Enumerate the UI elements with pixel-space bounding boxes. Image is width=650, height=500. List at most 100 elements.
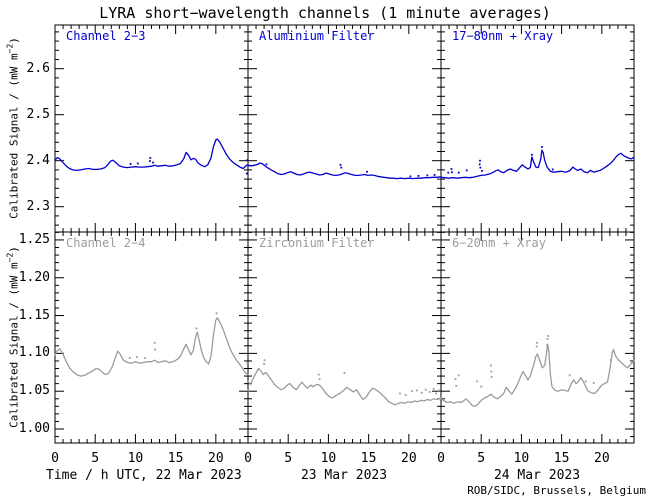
- data-point-dot: [426, 174, 429, 177]
- data-point-dot: [546, 338, 549, 340]
- data-point-dot: [245, 172, 248, 175]
- series-Channel23-24-Mar-2023: [440, 149, 635, 179]
- data-point-dot: [409, 175, 412, 178]
- data-point-dot: [450, 168, 453, 170]
- panel-label-zirconium-filter: Zirconium Filter: [259, 236, 375, 250]
- data-point-dot: [153, 341, 156, 344]
- data-point-dot: [404, 394, 407, 396]
- data-point-dot: [399, 392, 401, 395]
- x-tick-label-5: 5: [91, 451, 100, 466]
- data-point-dot: [465, 169, 468, 172]
- data-point-dot: [481, 169, 483, 172]
- y-axis-label-exponent: −2: [5, 252, 15, 263]
- panel-label-aluminium-filter: Aluminium Filter: [259, 29, 375, 43]
- x-tick-label-10: 10: [513, 451, 530, 466]
- data-point-dot: [490, 375, 493, 378]
- data-point-dot: [246, 381, 249, 384]
- y-tick-label-2.3: 2.3: [26, 198, 50, 214]
- y-axis-label-text: Calibrated Signal / (mW m: [7, 53, 21, 219]
- data-point-dot: [455, 385, 458, 387]
- date-label-23-mar: 23 Mar 2023: [300, 468, 388, 483]
- data-point-dot: [479, 159, 481, 162]
- data-point-dot: [247, 389, 250, 392]
- data-point-dot: [478, 163, 481, 166]
- series-Channel24-22-Mar-2023: [54, 317, 249, 377]
- data-point-dot: [154, 348, 157, 351]
- data-point-dot: [547, 335, 549, 337]
- series-Channel24-23-Mar-2023: [247, 367, 442, 406]
- x-tick-label-20: 20: [208, 451, 224, 466]
- y-axis-label-close: ): [7, 37, 21, 44]
- data-point-dot: [246, 363, 249, 365]
- data-point-dot: [535, 345, 538, 348]
- data-point-dot: [136, 356, 138, 359]
- data-point-dot: [415, 389, 418, 392]
- data-point-dot: [317, 373, 320, 376]
- data-point-dot: [450, 171, 453, 174]
- data-point-dot: [568, 374, 571, 377]
- y-tick-label-1.15: 1.15: [18, 307, 50, 323]
- data-point-dot: [420, 391, 423, 394]
- data-point-dot: [148, 160, 151, 163]
- data-point-dot: [318, 378, 321, 380]
- data-point-dot: [246, 159, 249, 162]
- data-point-dot: [129, 163, 132, 165]
- y-tick-label-1.20: 1.20: [18, 269, 50, 285]
- x-tick-label-15: 15: [553, 451, 570, 466]
- panel-label-channel-2-4: Channel 2−4: [66, 236, 146, 250]
- x-tick-label-15: 15: [360, 451, 377, 466]
- y-axis-label-exponent: −2: [5, 43, 15, 54]
- series-Channel23-22-Mar-2023: [54, 138, 249, 172]
- series-Channel24-24-Mar-2023: [440, 343, 635, 407]
- y-tick-label-1.00: 1.00: [18, 421, 50, 436]
- x-tick-label-15: 15: [167, 451, 184, 466]
- series-Channel23-23-Mar-2023: [247, 162, 442, 180]
- data-point-dot: [424, 388, 427, 391]
- data-point-dot: [215, 312, 218, 315]
- data-point-dot: [438, 389, 441, 392]
- data-point-dot: [489, 364, 492, 367]
- y-tick-label-2.5: 2.5: [26, 106, 50, 122]
- data-point-dot: [435, 392, 438, 395]
- date-label-24-mar: 24 Mar 2023: [493, 468, 581, 483]
- data-point-dot: [454, 378, 457, 380]
- data-point-dot: [584, 380, 587, 383]
- data-point-dot: [546, 344, 549, 346]
- data-point-dot: [476, 380, 479, 383]
- y-tick-label-2.4: 2.4: [26, 152, 50, 168]
- x-tick-label-20: 20: [594, 451, 610, 466]
- panel-label-17-80nm-xray: 17−80nm + Xray: [452, 29, 554, 43]
- data-point-dot: [343, 372, 346, 374]
- data-point-dot: [428, 391, 431, 393]
- data-point-dot: [530, 153, 533, 156]
- y-tick-label-2.6: 2.6: [26, 60, 50, 76]
- x-tick-label-5: 5: [284, 451, 293, 466]
- x-tick-label-0: 0: [51, 451, 59, 466]
- data-point-dot: [340, 166, 343, 169]
- credit-text: ROB/SIDC, Brussels, Belgium: [467, 484, 646, 497]
- data-point-dot: [541, 146, 543, 148]
- x-axis-label: Time / h UTC, 22 Mar 2023: [46, 468, 242, 483]
- data-point-dot: [479, 166, 482, 169]
- data-point-dot: [609, 359, 612, 362]
- data-point-dot: [144, 357, 146, 359]
- data-point-dot: [136, 162, 139, 165]
- x-tick-label-20: 20: [401, 451, 417, 466]
- data-point-dot: [536, 341, 538, 344]
- data-point-dot: [411, 390, 413, 393]
- data-point-dot: [433, 174, 436, 176]
- data-point-dot: [339, 163, 342, 166]
- data-point-dot: [592, 381, 595, 384]
- y-tick-label-1.25: 1.25: [18, 231, 50, 247]
- x-tick-label-5: 5: [477, 451, 486, 466]
- data-point-dot: [447, 171, 450, 174]
- y-tick-label-1.10: 1.10: [18, 345, 50, 361]
- chart-title: LYRA short−wavelength channels (1 minute…: [99, 4, 551, 22]
- data-point-dot: [265, 163, 268, 166]
- data-point-dot: [152, 161, 155, 164]
- data-point-dot: [490, 370, 493, 373]
- data-point-dot: [432, 388, 435, 390]
- x-tick-label-0: 0: [437, 451, 445, 466]
